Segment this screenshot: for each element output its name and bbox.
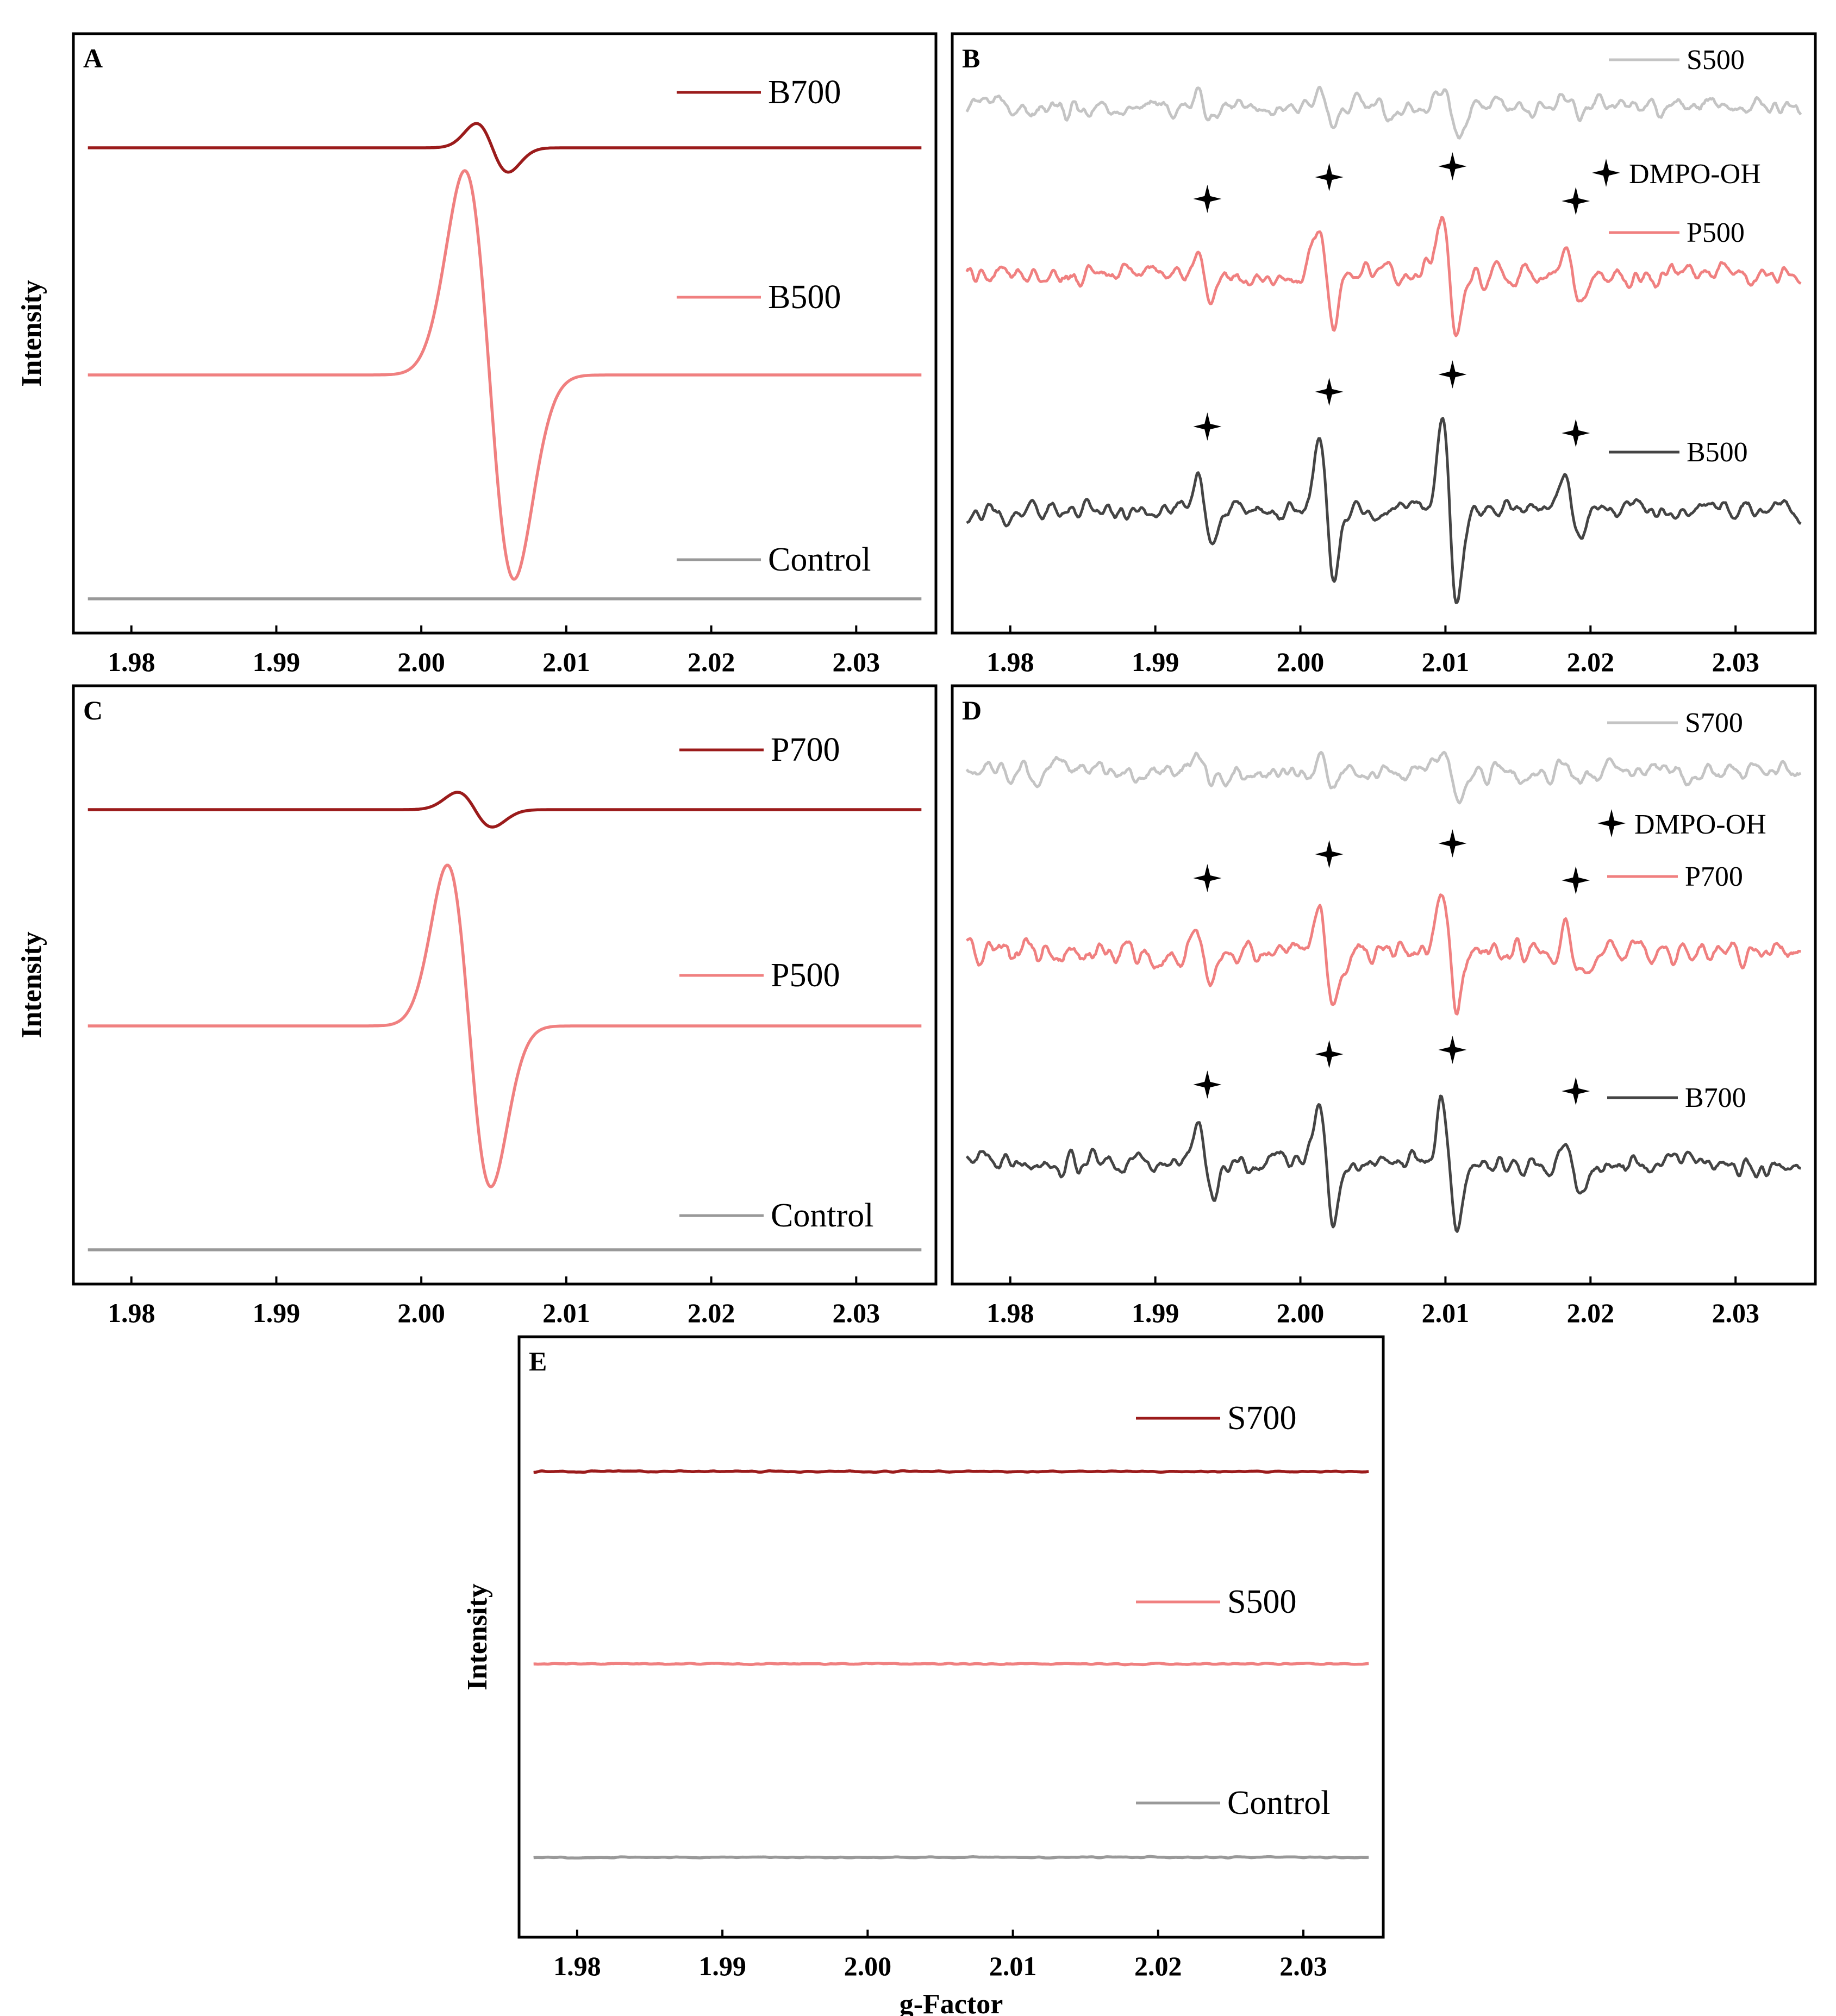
legend-label: P500: [1687, 217, 1745, 248]
x-tick-label: 2.02: [688, 1298, 735, 1328]
legend-label: B500: [768, 279, 841, 316]
dmpo-oh-legend-marker: [1597, 809, 1626, 837]
x-tick-label: 2.00: [1277, 647, 1325, 677]
x-tick-label: 1.98: [986, 1298, 1034, 1328]
series-line-control: [533, 1855, 1369, 1860]
x-tick-label: 2.01: [1422, 647, 1470, 677]
dmpo-oh-marker: [1562, 866, 1590, 894]
series-line-b700: [965, 1094, 1801, 1233]
x-tick-label: 1.98: [108, 1298, 155, 1328]
plot-frame: [951, 32, 1817, 635]
y-axis-label: Intensity: [16, 931, 47, 1038]
x-tick-label: 2.00: [1277, 1298, 1325, 1328]
series-line-b500: [966, 417, 1802, 604]
plot-frame: [517, 1335, 1385, 1939]
x-tick-label: 2.02: [688, 647, 735, 677]
panel-label: D: [962, 695, 982, 725]
dmpo-oh-marker: [1438, 1036, 1467, 1064]
panel-e: E 1.98 1.99 2.00 2.01 2.02 2.03 Intensity g-Fact…: [462, 1335, 1385, 2016]
x-tick-label: 1.98: [986, 647, 1034, 677]
x-tick-label: 2.03: [1279, 1951, 1327, 1981]
series-line-s700: [965, 750, 1802, 805]
x-tick-label: 2.00: [844, 1951, 892, 1981]
x-tick-label: 2.00: [397, 647, 445, 677]
dmpo-oh-marker: [1193, 412, 1222, 441]
x-tick-label: 1.98: [108, 647, 155, 677]
x-tick-label: 1.99: [1132, 1298, 1179, 1328]
panel-label: E: [529, 1346, 547, 1376]
legend-label: P700: [771, 731, 840, 768]
dmpo-oh-marker: [1562, 1077, 1590, 1105]
series-line-b700: [88, 122, 922, 174]
dmpo-oh-marker: [1315, 840, 1344, 868]
y-axis-label: Intensity: [16, 280, 47, 386]
series-line-s500: [533, 1661, 1369, 1667]
plot-frame: [72, 684, 938, 1286]
legend-label: B700: [768, 74, 841, 111]
x-tick-label: 1.99: [253, 1298, 301, 1328]
legend-label-dmpo-oh: DMPO-OH: [1634, 809, 1766, 840]
legend-label-dmpo-oh: DMPO-OH: [1629, 159, 1761, 190]
panel-d: D 1.98 1.99 2.00 2.01 2.02 2.03 S700 P700 B700 DMP…: [951, 684, 1817, 1328]
legend-label: S700: [1227, 1400, 1296, 1437]
dmpo-oh-marker: [1193, 185, 1222, 213]
x-tick-label: 2.02: [1567, 1298, 1615, 1328]
legend-label: Control: [1227, 1785, 1330, 1821]
x-tick-label: 2.00: [397, 1298, 445, 1328]
panel-c: C 1.98 1.99 2.00 2.01 2.02 2.03 Intensity P700 P5…: [16, 684, 938, 1328]
dmpo-oh-legend-marker: [1592, 159, 1620, 187]
x-tick-label: 2.03: [833, 647, 880, 677]
x-tick-label: 2.01: [1422, 1298, 1470, 1328]
x-tick-label: 2.02: [1567, 647, 1615, 677]
series-line-p500: [965, 216, 1802, 337]
x-tick-label: 1.99: [253, 647, 301, 677]
legend-label: B700: [1685, 1082, 1746, 1113]
legend-label: Control: [771, 1197, 873, 1234]
dmpo-oh-marker: [1438, 829, 1467, 857]
dmpo-oh-marker: [1315, 1040, 1344, 1068]
dmpo-oh-marker: [1562, 419, 1590, 447]
dmpo-oh-marker: [1438, 152, 1467, 180]
dmpo-oh-marker: [1315, 163, 1344, 191]
x-tick-label: 2.01: [989, 1951, 1037, 1981]
legend-label: S500: [1687, 45, 1745, 76]
series-line-b500: [88, 169, 922, 581]
legend-label: S700: [1685, 708, 1743, 738]
x-tick-label: 2.01: [542, 647, 590, 677]
x-tick-label: 2.02: [1134, 1951, 1182, 1981]
legend-label: Control: [768, 541, 871, 578]
legend-label: S500: [1227, 1583, 1296, 1620]
panel-a: A 1.98 1.99 2.00 2.01 2.02 2.03 Intensity B700 B5…: [16, 32, 938, 677]
legend-label: B500: [1687, 437, 1748, 468]
legend-label: P500: [771, 957, 840, 994]
panel-label: B: [962, 43, 980, 73]
plot-frame: [951, 684, 1817, 1286]
x-tick-label: 2.03: [1712, 647, 1759, 677]
dmpo-oh-marker: [1193, 1070, 1222, 1099]
legend-label: P700: [1685, 861, 1743, 892]
series-line-p500: [88, 863, 922, 1188]
x-axis-label: g-Factor: [900, 1989, 1003, 2016]
plot-frame: [72, 32, 938, 635]
x-tick-label: 2.01: [542, 1298, 590, 1328]
x-tick-label: 2.03: [1712, 1298, 1759, 1328]
x-tick-label: 1.99: [698, 1951, 746, 1981]
series-line-s500: [965, 85, 1802, 140]
x-tick-label: 1.98: [553, 1951, 601, 1981]
y-axis-label: Intensity: [462, 1583, 493, 1690]
series-line-p700: [88, 791, 922, 829]
series-line-s700: [533, 1469, 1369, 1474]
dmpo-oh-marker: [1315, 378, 1344, 406]
dmpo-oh-marker: [1562, 187, 1590, 215]
x-tick-label: 2.03: [833, 1298, 880, 1328]
panel-label: C: [83, 695, 103, 725]
dmpo-oh-marker: [1438, 360, 1467, 389]
panel-label: A: [83, 43, 103, 73]
panel-b: B 1.98 1.99 2.00 2.01 2.02 2.03 S500 P500 B500 DMP…: [951, 32, 1817, 677]
dmpo-oh-marker: [1193, 864, 1222, 892]
x-tick-label: 1.99: [1132, 647, 1179, 677]
series-line-p700: [965, 893, 1801, 1016]
